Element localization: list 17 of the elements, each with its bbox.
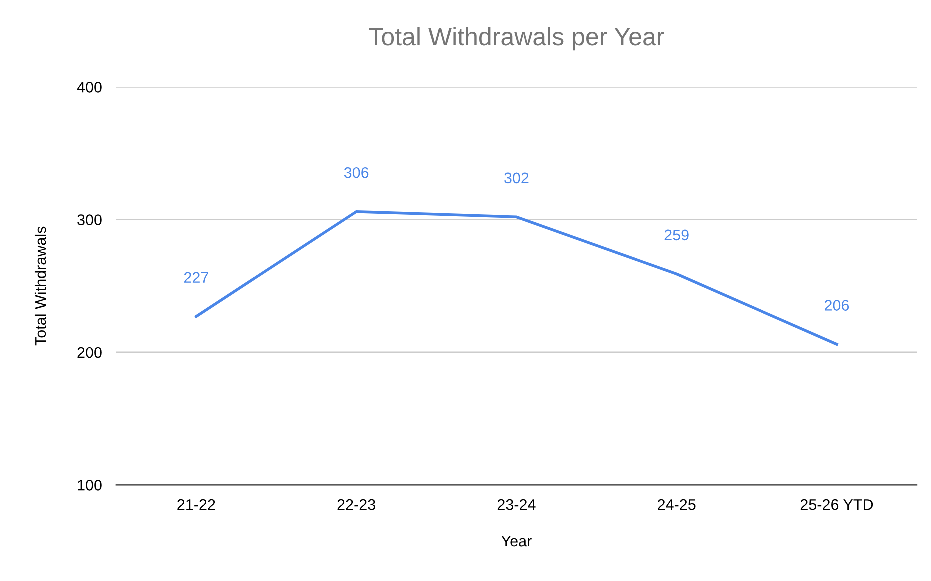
y-tick-label: 200 [78, 347, 102, 358]
y-tick-label: 300 [78, 214, 102, 226]
x-tick-label: 21-22 [178, 499, 216, 510]
data-label: 227 [184, 272, 208, 283]
x-tick-label: 25-26 YTD [800, 499, 874, 510]
x-tick-label: 24-25 [658, 499, 696, 510]
x-tick-label: 22-23 [338, 499, 376, 510]
data-label: 306 [344, 167, 369, 178]
data-label: 206 [824, 300, 850, 311]
y-axis-title: Total Withdrawals [34, 226, 46, 346]
data-label: 302 [504, 172, 529, 184]
data-label: 259 [664, 230, 689, 241]
y-tick-label: 100 [78, 480, 102, 491]
y-tick-label: 400 [77, 82, 102, 93]
x-tick-label: 23-24 [498, 499, 536, 510]
x-axis-title: Year [502, 536, 532, 547]
chart-title: Total Withdrawals per Year [369, 27, 664, 51]
